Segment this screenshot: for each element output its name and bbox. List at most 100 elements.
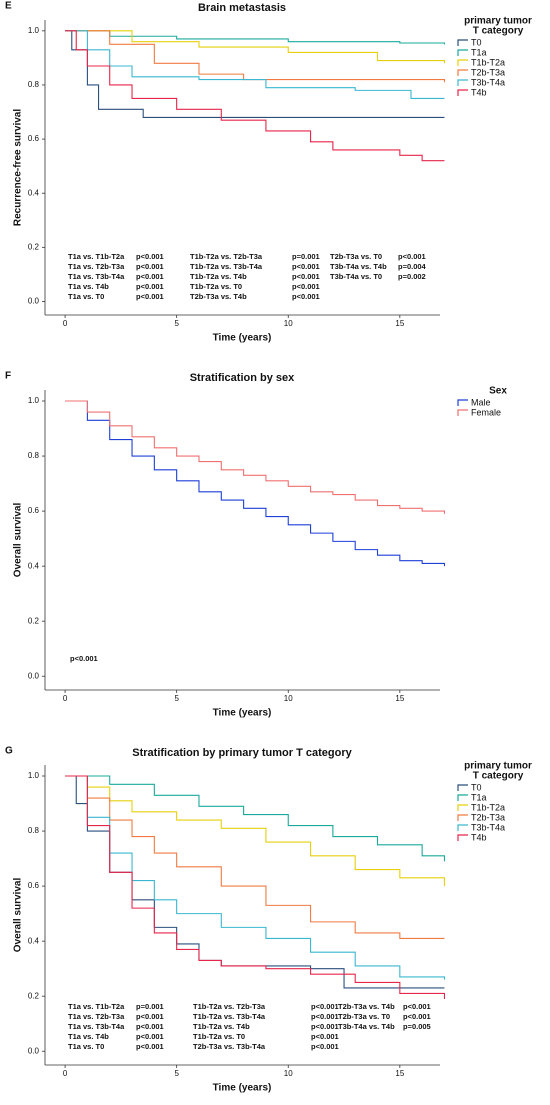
panel-label: G [5, 746, 13, 757]
survival-curve [65, 400, 446, 514]
y-axis-label: Overall survival [13, 503, 24, 578]
x-tick-label: 10 [284, 319, 293, 328]
legend-swatch [457, 834, 468, 841]
y-tick-label: 0.4 [28, 561, 40, 570]
annotation: T1b-T2a vs. T4b [193, 1022, 250, 1031]
survival-curve [65, 775, 445, 989]
legend-swatch [457, 399, 468, 406]
chart-title: Brain metastasis [198, 2, 286, 14]
annotation: T1a vs. T1b-T2a [68, 1002, 125, 1011]
annotation: T3b-T4a vs. T4b [330, 262, 387, 271]
survival-curve [65, 30, 445, 118]
y-tick-label: 0.0 [28, 671, 40, 680]
annotation: T1a vs. T4b [68, 1032, 109, 1041]
legend-swatch [457, 69, 468, 76]
x-axis-label: Time (years) [213, 708, 272, 719]
annotation: T1a vs. T2b-T3a [68, 262, 125, 271]
legend-label: T4b [471, 832, 487, 842]
y-tick-label: 0.8 [28, 826, 40, 835]
panel-label: F [5, 371, 11, 382]
legend-label: T0 [471, 782, 482, 792]
annotation: p<0.001 [311, 1012, 339, 1021]
legend-label: T0 [471, 37, 482, 47]
legend-swatch [457, 89, 468, 96]
annotation: p=0.004 [398, 262, 427, 271]
y-tick-label: 0.2 [28, 242, 40, 251]
legend-label: T4b [471, 87, 487, 97]
y-tick-label: 1.0 [28, 771, 40, 780]
legend-label: T1b-T2a [471, 802, 505, 812]
x-tick-label: 15 [395, 319, 404, 328]
legend-label: T1b-T2a [471, 57, 505, 67]
x-tick-label: 10 [284, 694, 293, 703]
survival-curve [65, 775, 446, 887]
legend-label: T2b-T3a [471, 812, 505, 822]
survival-curve [65, 400, 446, 567]
annotation: p<0.001 [398, 252, 426, 261]
chart-title: Stratification by sex [190, 372, 295, 384]
annotation: p<0.001 [292, 272, 320, 281]
annotation: T3b-T4a vs. T0 [330, 272, 382, 281]
x-tick-label: 15 [395, 694, 404, 703]
annotation: p<0.001 [136, 292, 164, 301]
annotation: T3b-T4a vs. T4b [338, 1022, 395, 1031]
annotation: T1a vs. T3b-T4a [68, 1022, 125, 1031]
legend-swatch [457, 804, 468, 811]
annotation: p<0.001 [292, 262, 320, 271]
y-axis-label: Overall survival [13, 878, 24, 953]
y-tick-label: 0.6 [28, 881, 40, 890]
annotation: p<0.001 [403, 1002, 431, 1011]
annotation: T1b-T2a vs. T0 [193, 1032, 245, 1041]
legend-swatch [457, 39, 468, 46]
annotation: p<0.001 [311, 1022, 339, 1031]
legend-swatch [457, 59, 468, 66]
annotation: T1b-T2a vs. T3b-T4a [190, 262, 263, 271]
annotation: p<0.001 [292, 282, 320, 291]
annotation: p<0.001 [136, 1032, 164, 1041]
x-axis-label: Time (years) [213, 1083, 272, 1094]
y-tick-label: 0.0 [28, 1046, 40, 1055]
y-tick-label: 0.6 [28, 506, 40, 515]
y-tick-label: 0.2 [28, 991, 40, 1000]
annotation: p<0.001 [403, 1012, 431, 1021]
survival-curve [65, 775, 446, 980]
legend-swatch [457, 79, 468, 86]
annotation: T2b-T3a vs. T3b-T4a [193, 1042, 266, 1051]
y-axis-label: Recurrence-free survival [13, 109, 24, 227]
legend-swatch [457, 784, 468, 791]
x-tick-label: 0 [63, 694, 68, 703]
annotation: p=0.002 [398, 272, 426, 281]
x-tick-label: 5 [174, 319, 179, 328]
legend-title: Sex [489, 386, 507, 397]
legend-title: T category [473, 771, 524, 782]
y-tick-label: 1.0 [28, 26, 40, 35]
legend-swatch [457, 824, 468, 831]
x-tick-label: 10 [284, 1069, 293, 1078]
annotation: T1b-T2a vs. T2b-T3a [193, 1002, 266, 1011]
annotation: T2b-T3a vs. T0 [330, 252, 382, 261]
annotation: p<0.001 [70, 654, 98, 663]
legend-label: T1a [471, 47, 487, 57]
annotation: p<0.001 [136, 1012, 164, 1021]
annotation: T1a vs. T0 [68, 1042, 104, 1051]
legend-swatch [457, 814, 468, 821]
legend-title: primary tumor [464, 761, 532, 772]
x-axis-label: Time (years) [213, 333, 272, 344]
survival-curve [65, 30, 445, 100]
legend-label: T3b-T4a [471, 822, 505, 832]
legend-label: Male [471, 397, 491, 407]
legend-label: T1a [471, 792, 487, 802]
annotation: T1a vs. T3b-T4a [68, 272, 125, 281]
survival-curve [65, 775, 445, 939]
y-tick-label: 0.8 [28, 451, 40, 460]
annotation: T1b-T2a vs. T4b [190, 272, 247, 281]
annotation: p<0.001 [136, 282, 164, 291]
y-tick-label: 0.4 [28, 936, 40, 945]
annotation: p=0.001 [136, 1002, 164, 1011]
legend-label: T3b-T4a [471, 77, 505, 87]
annotation: p<0.001 [136, 1042, 164, 1051]
y-tick-label: 1.0 [28, 396, 40, 405]
survival-curve [65, 30, 445, 162]
